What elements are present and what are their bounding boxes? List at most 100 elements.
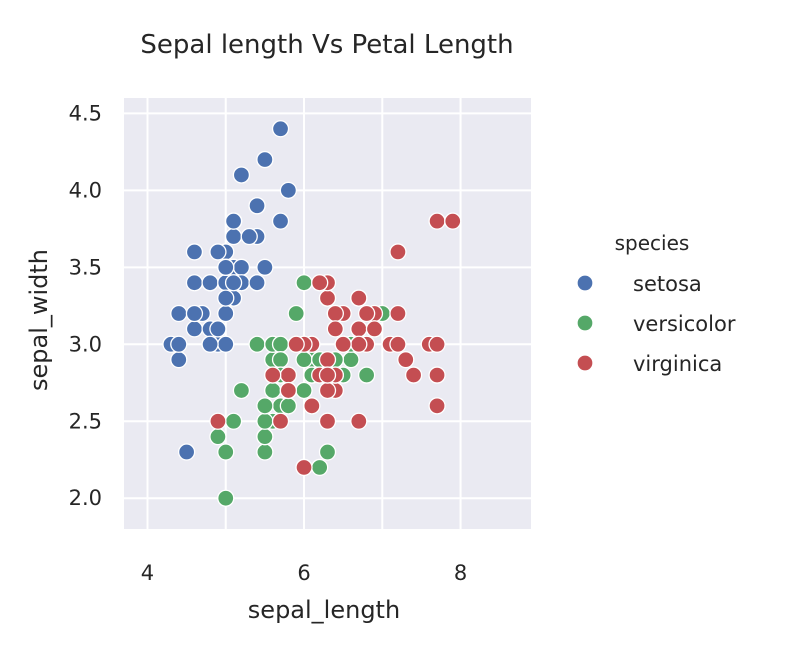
x-tick-label: 8 [454,561,467,585]
series-virginica [209,212,462,477]
data-point-setosa [209,320,227,338]
data-point-virginica [303,397,321,415]
data-point-virginica [271,412,290,430]
data-point-versicolor [224,412,243,430]
data-point-setosa [209,243,227,261]
data-point-setosa [217,304,235,323]
legend-marker [576,354,594,372]
data-point-setosa [232,258,251,276]
data-point-virginica [365,320,384,338]
data-point-virginica [279,366,298,384]
data-points [162,120,462,507]
data-point-setosa [201,274,219,292]
data-point-versicolor [256,412,274,430]
data-point-setosa [185,243,204,261]
data-point-setosa [232,166,251,184]
data-point-versicolor [271,335,290,353]
series-setosa [162,120,298,461]
legend: species setosa versicolor virginica [576,231,736,376]
data-point-virginica [311,274,329,292]
x-axis-ticks: 4 6 8 [141,561,467,585]
data-point-virginica [318,381,337,400]
data-point-versicolor [318,443,337,461]
data-point-virginica [350,335,368,353]
data-point-virginica [428,366,446,384]
data-point-versicolor [264,381,282,400]
data-point-virginica [350,412,368,430]
y-tick-label: 2.5 [69,409,102,433]
data-point-virginica [397,351,415,369]
data-point-setosa [170,351,188,369]
legend-label: setosa [633,272,702,296]
y-tick-label: 3.0 [69,332,102,356]
y-axis-label: sepal_width [25,249,53,391]
legend-marker [576,314,594,332]
data-point-virginica [428,212,446,230]
data-point-versicolor [342,351,360,369]
legend-label: versicolor [633,312,736,336]
data-point-virginica [389,304,407,323]
data-point-virginica [318,412,337,430]
legend-label: virginica [633,352,722,376]
data-point-setosa [177,443,196,461]
data-point-virginica [318,289,337,307]
data-point-versicolor [209,427,227,446]
data-point-versicolor [295,351,313,369]
data-point-virginica [318,366,337,384]
data-point-virginica [279,381,298,400]
data-point-setosa [185,320,204,338]
y-axis-ticks: 2.0 2.5 3.0 3.5 4.0 4.5 [69,101,102,510]
data-point-virginica [326,320,344,338]
data-point-virginica [444,212,462,230]
legend-title: species [615,231,690,255]
data-point-versicolor [256,427,274,446]
data-point-setosa [217,289,235,307]
data-point-setosa [217,335,235,353]
x-tick-label: 6 [297,561,310,585]
y-tick-label: 4.5 [69,101,102,125]
y-tick-label: 4.0 [69,178,102,202]
data-point-versicolor [279,397,298,415]
data-point-versicolor [217,443,235,461]
data-point-setosa [224,212,243,230]
data-point-versicolor [248,335,266,353]
data-point-virginica [357,304,376,323]
data-point-virginica [350,320,368,338]
data-point-virginica [295,458,313,477]
data-point-virginica [264,366,282,384]
x-axis-label: sepal_length [248,596,400,624]
data-point-versicolor [295,274,313,292]
legend-item-setosa: setosa [576,272,702,296]
data-point-setosa [256,150,274,169]
legend-marker [576,274,594,292]
data-point-virginica [389,335,407,353]
data-point-setosa [248,197,266,215]
data-point-setosa [240,227,258,246]
data-point-versicolor [217,489,235,507]
data-point-setosa [271,120,290,138]
data-point-setosa [224,227,243,246]
data-point-virginica [404,366,423,384]
data-point-setosa [248,274,266,292]
data-point-virginica [428,335,446,353]
data-point-versicolor [287,304,305,323]
data-point-setosa [170,304,188,323]
data-point-setosa [185,304,204,323]
data-point-versicolor [311,458,329,477]
legend-item-virginica: virginica [576,352,722,376]
x-tick-label: 4 [141,561,154,585]
data-point-versicolor [256,397,274,415]
data-point-setosa [279,181,298,200]
chart-title: Sepal length Vs Petal Length [140,30,513,60]
data-point-virginica [334,335,352,353]
data-point-setosa [201,335,219,353]
data-point-setosa [217,258,235,276]
data-point-virginica [350,289,368,307]
data-point-versicolor [256,443,274,461]
data-point-versicolor [271,351,290,369]
data-point-virginica [389,243,407,261]
y-tick-label: 3.5 [69,255,102,279]
legend-item-versicolor: versicolor [576,312,736,336]
y-tick-label: 2.0 [69,486,102,510]
